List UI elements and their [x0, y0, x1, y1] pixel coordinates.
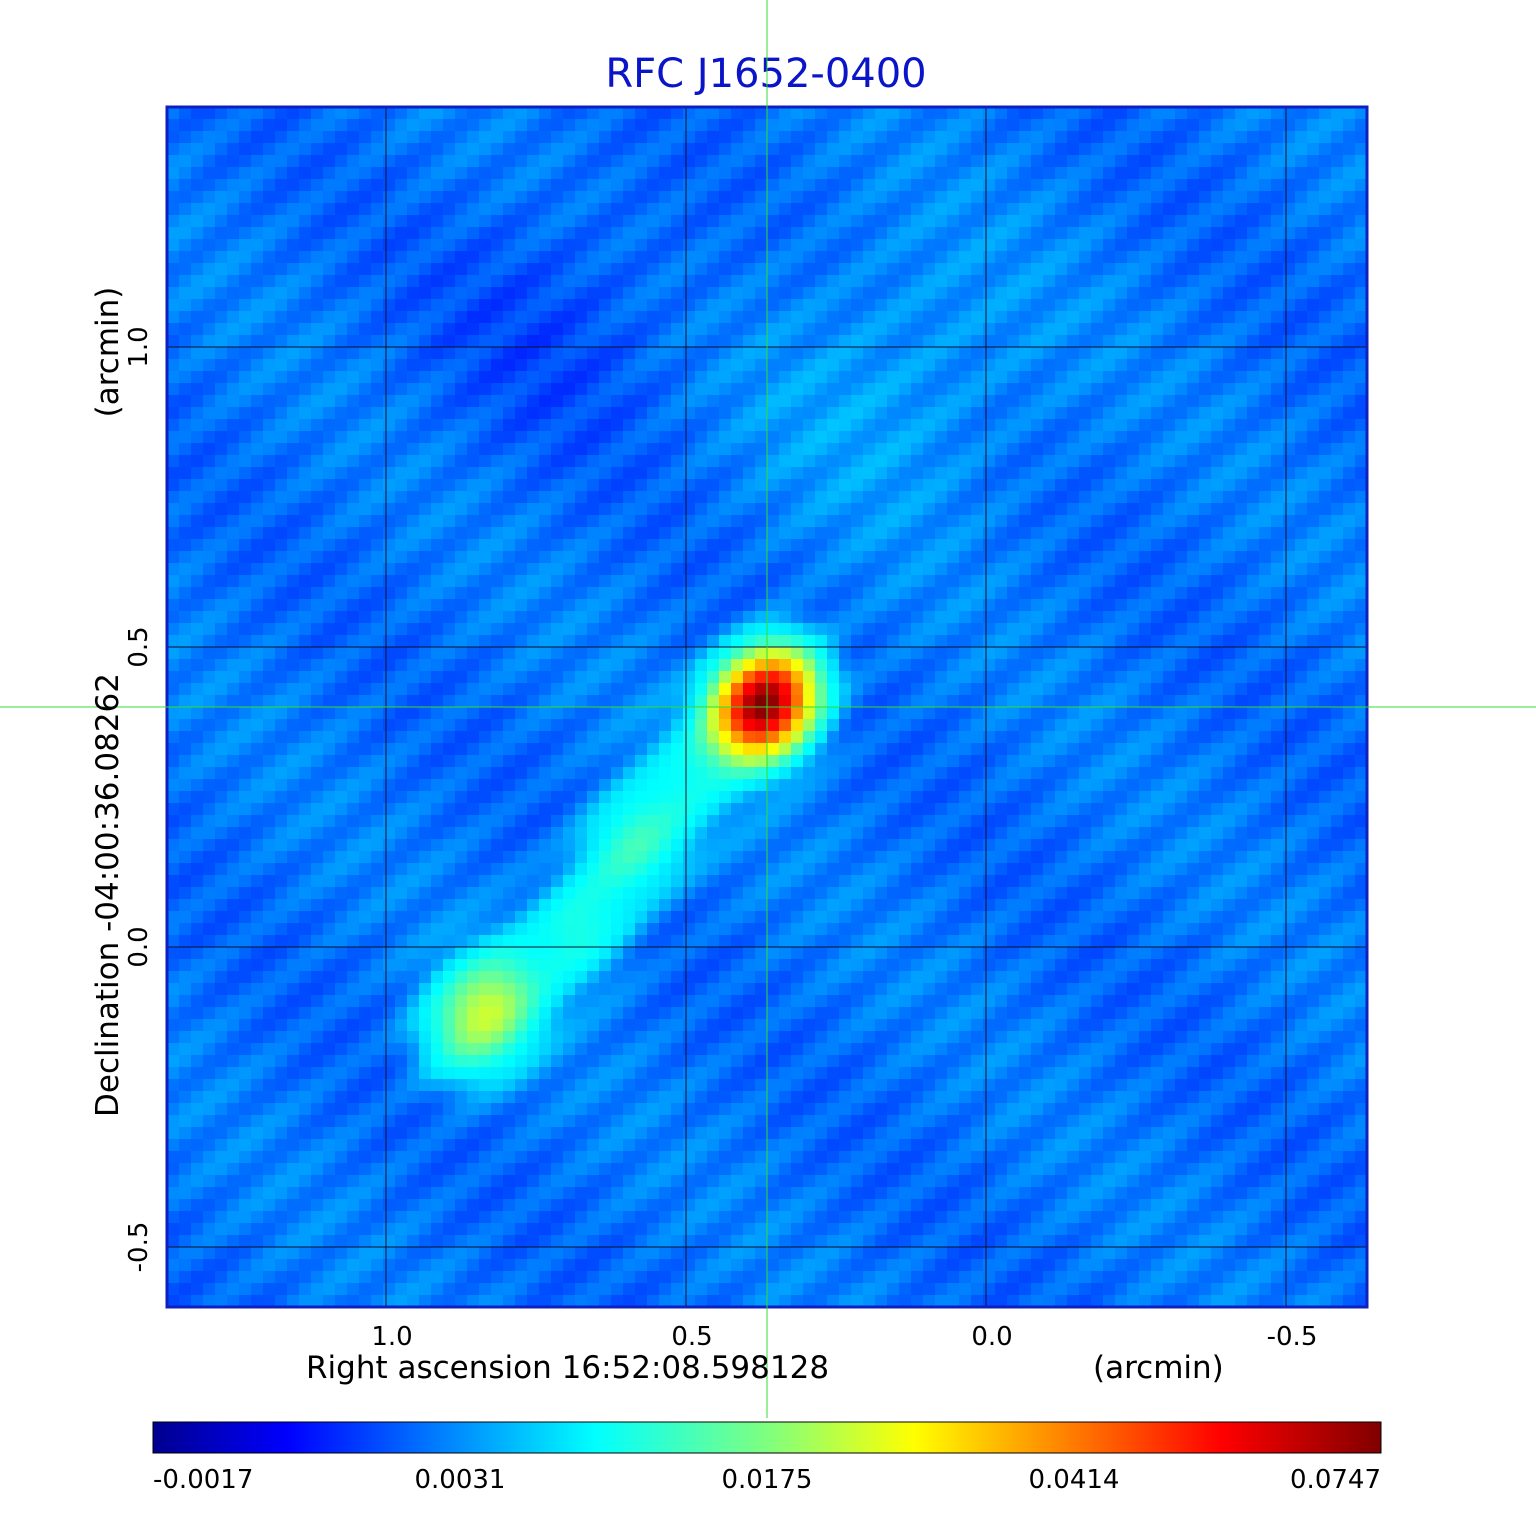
y-tick-labels: 1.0 0.5 0.0 -0.5	[124, 326, 154, 1272]
chart-title: RFC J1652-0400	[605, 51, 926, 97]
y-tick-label: -0.5	[124, 1222, 154, 1273]
colorbar-tick-label: 0.0414	[1029, 1465, 1120, 1495]
y-axis-label: Declination -04:00:36.08262	[90, 673, 126, 1117]
x-tick-label: 1.0	[371, 1322, 412, 1352]
y-tick-label: 1.0	[124, 326, 154, 367]
colorbar-tick-labels: -0.0017 0.0031 0.0175 0.0414 0.0747	[153, 1465, 1381, 1495]
crosshair	[0, 0, 1536, 1418]
y-tick-label: 0.0	[124, 926, 154, 967]
y-axis-unit: (arcmin)	[90, 287, 126, 418]
x-axis-label: Right ascension 16:52:08.598128	[306, 1350, 829, 1386]
x-axis-unit: (arcmin)	[1093, 1350, 1224, 1386]
colorbar	[152, 1421, 1382, 1454]
colorbar-tick-label: 0.0175	[722, 1465, 813, 1495]
colorbar-tick-label: 0.0747	[1290, 1465, 1381, 1495]
x-tick-label: 0.0	[971, 1322, 1012, 1352]
y-tick-label: 0.5	[124, 626, 154, 667]
colorbar-tick-label: 0.0031	[415, 1465, 506, 1495]
x-tick-label: 0.5	[671, 1322, 712, 1352]
colorbar-tick-label: -0.0017	[153, 1465, 253, 1495]
x-tick-labels: 1.0 0.5 0.0 -0.5	[371, 1322, 1317, 1352]
x-tick-label: -0.5	[1267, 1322, 1318, 1352]
